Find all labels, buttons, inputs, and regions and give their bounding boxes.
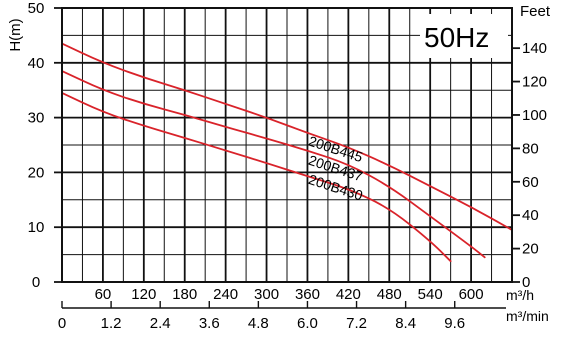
y-axis-title-left: H(m) (7, 18, 24, 51)
series-line-200B430 (61, 92, 452, 263)
x-tick-label-m3min-6: 7.2 (346, 315, 367, 332)
y-tick-label-right-2: 40 (522, 207, 539, 224)
y-tick-label-right-5: 100 (522, 107, 547, 124)
x-tick-label-m3min-5: 6.0 (297, 315, 318, 332)
x-tick-label-m3h-8: 540 (418, 286, 443, 303)
y-tick-label-right-0: 0 (522, 274, 530, 291)
y-tick-label-right-3: 60 (522, 174, 539, 191)
series-line-200B445 (61, 42, 513, 231)
x-tick-label-m3min-1: 1.2 (101, 315, 122, 332)
x-tick-label-m3h-4: 300 (254, 286, 279, 303)
x-tick-label-m3h-9: 600 (459, 286, 484, 303)
y-tick-label-right-7: 140 (522, 40, 547, 57)
x-tick-label-m3min-3: 3.6 (199, 315, 220, 332)
frequency-badge-background (420, 14, 508, 58)
y-tick-label-left-3: 30 (28, 110, 45, 127)
series-line-200B437 (61, 70, 486, 259)
x-tick-label-m3h-3: 240 (213, 286, 238, 303)
x-axis-title-m3h: m³/h (506, 287, 534, 303)
x-tick-label-m3h-0: 60 (95, 286, 112, 303)
y-tick-label-left-4: 40 (28, 55, 45, 72)
x-tick-label-m3min-2: 2.4 (150, 315, 171, 332)
y-tick-label-left-1: 10 (28, 219, 45, 236)
y-tick-label-right-4: 80 (522, 140, 539, 157)
x-axis-title-m3min: m³/min (506, 308, 549, 324)
series-layer (61, 42, 513, 263)
x-tick-label-m3h-7: 480 (377, 286, 402, 303)
x-tick-label-m3min-4: 4.8 (248, 315, 269, 332)
x-tick-label-m3min-7: 8.4 (395, 315, 416, 332)
x-tick-label-m3h-5: 360 (295, 286, 320, 303)
x-tick-label-m3h-1: 120 (131, 286, 156, 303)
x-tick-label-m3min-0: 0 (58, 315, 66, 332)
y-tick-label-left-5: 50 (28, 0, 45, 17)
x-tick-label-m3h-2: 180 (172, 286, 197, 303)
y-tick-label-left-2: 20 (28, 164, 45, 181)
y-tick-label-left-0: 0 (32, 274, 40, 291)
axis-layer: 0 10 20 30 40 50 0 20 40 60 80 100 120 140 60 120 180 240… (28, 0, 547, 332)
x-tick-label-m3h-6: 420 (336, 286, 361, 303)
y-tick-label-right-6: 120 (522, 74, 547, 91)
y-axis-title-right: Feet (520, 3, 551, 20)
x-tick-label-m3min-8: 9.6 (444, 315, 465, 332)
y-tick-label-right-1: 20 (522, 241, 539, 258)
frequency-badge: 50Hz (424, 22, 489, 53)
